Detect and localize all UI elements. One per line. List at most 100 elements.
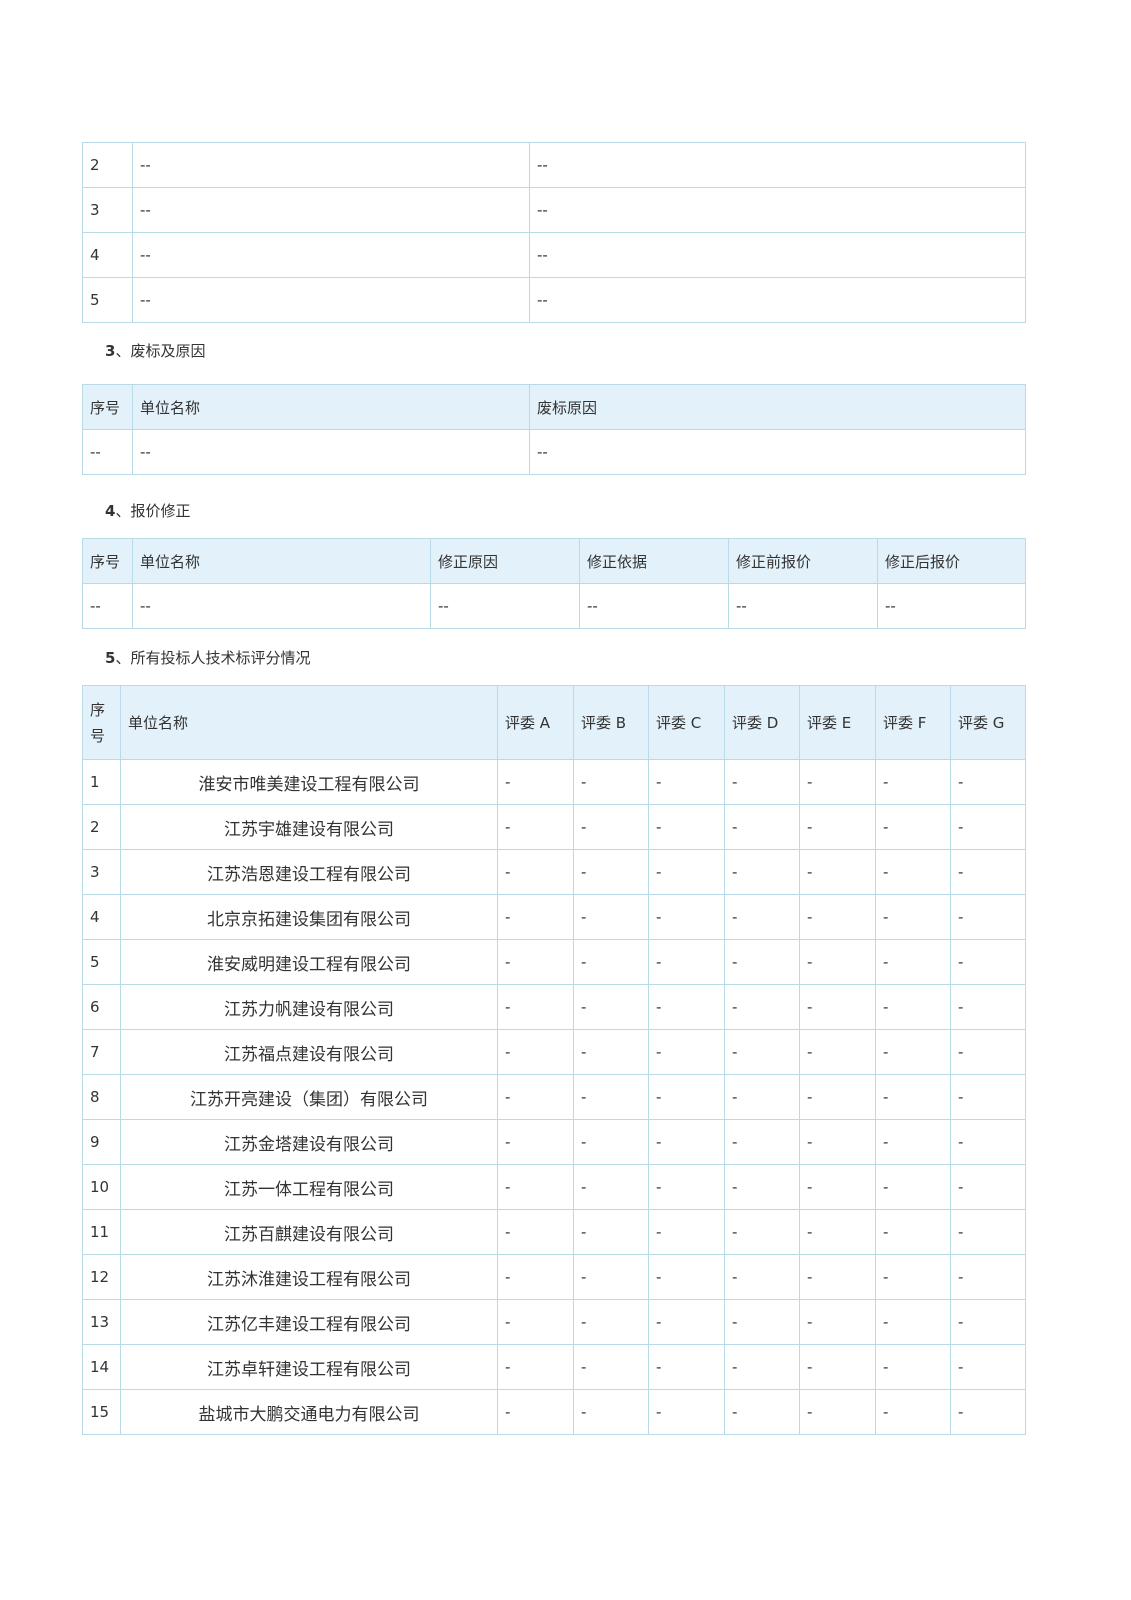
table-cell: - [724, 1299, 800, 1345]
table-cell: 江苏宇雄建设有限公司 [120, 804, 498, 850]
table-cell: - [799, 1209, 876, 1255]
table-row: 5 -- -- [82, 277, 1026, 323]
column-header: 修正依据 [579, 538, 729, 584]
table-cell: -- [132, 142, 530, 188]
table-cell: 11 [82, 1209, 121, 1255]
table-cell: - [573, 1164, 649, 1210]
table-cell: - [648, 894, 725, 940]
table-cell: -- [132, 232, 530, 278]
table-cell: - [950, 1299, 1026, 1345]
table-row: 4 -- -- [82, 232, 1026, 278]
table-cell: 北京京拓建设集团有限公司 [120, 894, 498, 940]
table-cell: - [497, 1344, 574, 1390]
table-cell: - [875, 1209, 951, 1255]
table-cell: - [799, 1119, 876, 1165]
section-4-heading: 4、报价修正 [105, 502, 191, 520]
table-cell: 江苏金塔建设有限公司 [120, 1119, 498, 1165]
table-row: 12 江苏沐淮建设工程有限公司 - - - - - - - [82, 1254, 1026, 1300]
table-cell: -- [132, 187, 530, 233]
column-header: 单位名称 [132, 538, 431, 584]
table-cell: - [573, 1254, 649, 1300]
table-cell: - [573, 759, 649, 805]
table-row: -- -- -- -- -- -- [82, 583, 1026, 629]
table-row: 2 -- -- [82, 142, 1026, 188]
table-cell: - [950, 804, 1026, 850]
table-cell: 江苏百麒建设有限公司 [120, 1209, 498, 1255]
table-cell: - [799, 1029, 876, 1075]
table-cell: - [724, 894, 800, 940]
table-cell: - [875, 849, 951, 895]
table-cell: - [497, 1029, 574, 1075]
table-cell: - [799, 1074, 876, 1120]
table-cell: - [497, 804, 574, 850]
table-cell: - [573, 1389, 649, 1435]
table-cell: - [799, 1299, 876, 1345]
table-cell: - [875, 1389, 951, 1435]
table-cell: -- [529, 187, 1026, 233]
table-cell: 12 [82, 1254, 121, 1300]
table-cell: - [950, 1344, 1026, 1390]
table-row: 11 江苏百麒建设有限公司 - - - - - - - [82, 1209, 1026, 1255]
table-row: 15 盐城市大鹏交通电力有限公司 - - - - - - - [82, 1389, 1026, 1435]
table-cell: - [573, 939, 649, 985]
table-cell: - [497, 1254, 574, 1300]
column-header: 单位名称 [132, 384, 530, 430]
table-cell: - [573, 984, 649, 1030]
table-cell: - [648, 1029, 725, 1075]
table-cell: - [573, 1119, 649, 1165]
table-cell: 淮安威明建设工程有限公司 [120, 939, 498, 985]
table-cell: - [875, 1074, 951, 1120]
table-cell: - [950, 1389, 1026, 1435]
table-cell: 江苏力帆建设有限公司 [120, 984, 498, 1030]
table-cell: - [724, 804, 800, 850]
table-cell: - [950, 1119, 1026, 1165]
column-header: 修正后报价 [877, 538, 1026, 584]
table-cell: - [724, 1344, 800, 1390]
table-cell: - [648, 804, 725, 850]
table-cell: - [950, 1254, 1026, 1300]
header-row: 序号 单位名称 评委 A 评委 B 评委 C 评委 D 评委 E 评委 F 评委 G [82, 685, 1026, 760]
table-cell: - [573, 1029, 649, 1075]
table-cell: - [648, 1209, 725, 1255]
table-cell: 江苏亿丰建设工程有限公司 [120, 1299, 498, 1345]
table-cell: - [875, 1254, 951, 1300]
table-cell: - [875, 1029, 951, 1075]
table-cell: - [799, 984, 876, 1030]
table-cell: - [497, 1074, 574, 1120]
table-cell: - [648, 1164, 725, 1210]
table-cell: 江苏浩恩建设工程有限公司 [120, 849, 498, 895]
table-cell: - [724, 939, 800, 985]
header-row: 序号 单位名称 修正原因 修正依据 修正前报价 修正后报价 [82, 538, 1026, 584]
column-header: 评委 A [497, 685, 574, 760]
table-cell: 江苏福点建设有限公司 [120, 1029, 498, 1075]
table-cell: - [799, 1389, 876, 1435]
column-header: 评委 F [875, 685, 951, 760]
column-header: 评委 C [648, 685, 725, 760]
table-cell: - [875, 1164, 951, 1210]
table-cell: 江苏卓轩建设工程有限公司 [120, 1344, 498, 1390]
header-row: 序号 单位名称 废标原因 [82, 384, 1026, 430]
table-row: 14 江苏卓轩建设工程有限公司 - - - - - - - [82, 1344, 1026, 1390]
column-header: 修正前报价 [728, 538, 878, 584]
table-cell: - [648, 1074, 725, 1120]
table-cell: - [799, 1254, 876, 1300]
table-cell: 10 [82, 1164, 121, 1210]
disqualified-table: 序号 单位名称 废标原因 -- -- -- [82, 384, 1026, 475]
table-cell: - [950, 1074, 1026, 1120]
table-cell: -- [728, 583, 878, 629]
table-cell: -- [82, 583, 133, 629]
table-cell: -- [82, 429, 133, 475]
table-cell: - [950, 1029, 1026, 1075]
table-cell: - [573, 849, 649, 895]
table-cell: - [875, 1344, 951, 1390]
table-cell: - [799, 1344, 876, 1390]
table-cell: - [875, 1299, 951, 1345]
table-cell: - [799, 939, 876, 985]
table-row: 4 北京京拓建设集团有限公司 - - - - - - - [82, 894, 1026, 940]
table-cell: - [724, 1209, 800, 1255]
table-cell: 3 [82, 187, 133, 233]
table-row: 1 淮安市唯美建设工程有限公司 - - - - - - - [82, 759, 1026, 805]
table-cell: - [724, 1389, 800, 1435]
table-cell: -- [529, 277, 1026, 323]
table-row: 7 江苏福点建设有限公司 - - - - - - - [82, 1029, 1026, 1075]
